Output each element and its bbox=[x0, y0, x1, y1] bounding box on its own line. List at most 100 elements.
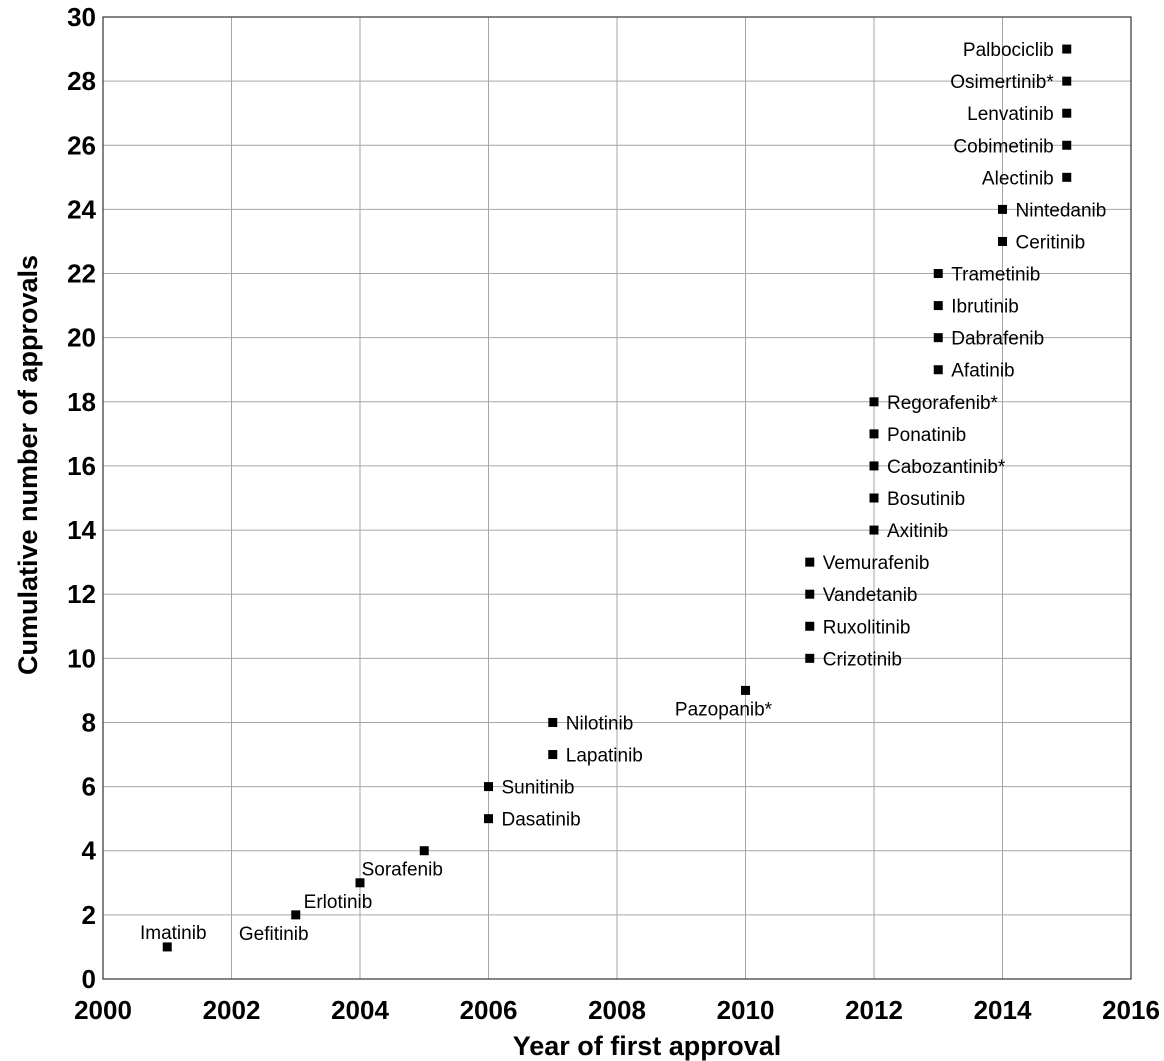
x-axis-ticks: 2000 2002 2004 2006 2008 2010 2012 2014 2016 bbox=[74, 995, 1160, 1025]
point-marker bbox=[933, 333, 943, 343]
point-label: Alectinib bbox=[982, 168, 1054, 189]
x-tick-label: 2012 bbox=[845, 995, 903, 1025]
data-point: Gefitinib bbox=[239, 910, 309, 945]
point-marker bbox=[869, 493, 879, 503]
y-tick-label: 6 bbox=[82, 772, 96, 802]
data-point: Ibrutinib bbox=[933, 297, 1019, 318]
point-marker bbox=[869, 461, 879, 471]
point-label: Trametinib bbox=[951, 265, 1040, 286]
point-marker bbox=[933, 301, 943, 311]
point-label: Nintedanib bbox=[1016, 200, 1107, 221]
point-marker bbox=[741, 685, 750, 695]
point-label: Ceritinib bbox=[1016, 232, 1086, 253]
point-label: Vemurafenib bbox=[823, 553, 930, 574]
point-marker bbox=[1062, 140, 1072, 150]
point-label: Dabrafenib bbox=[951, 329, 1044, 350]
point-marker bbox=[869, 429, 879, 439]
point-marker bbox=[869, 525, 879, 535]
point-marker bbox=[291, 910, 301, 920]
y-tick-label: 18 bbox=[67, 387, 96, 417]
point-marker bbox=[484, 814, 493, 824]
point-label: Cobimetinib bbox=[953, 136, 1053, 157]
point-marker bbox=[805, 653, 815, 663]
point-label: Palbociclib bbox=[963, 40, 1054, 61]
x-tick-label: 2014 bbox=[974, 995, 1032, 1025]
point-label: Nilotinib bbox=[566, 713, 634, 734]
x-tick-label: 2006 bbox=[460, 995, 518, 1025]
point-label: Cabozantinib* bbox=[887, 457, 1006, 478]
data-point: Lapatinib bbox=[548, 746, 643, 767]
data-point: Afatinib bbox=[933, 361, 1015, 382]
x-tick-label: 2016 bbox=[1102, 995, 1160, 1025]
point-marker bbox=[933, 269, 943, 279]
data-point: Ruxolitinib bbox=[805, 617, 910, 638]
data-point: Crizotinib bbox=[805, 649, 902, 670]
point-marker bbox=[419, 846, 429, 856]
point-label: Gefitinib bbox=[239, 924, 309, 945]
data-point: Sunitinib bbox=[484, 778, 574, 799]
y-tick-label: 8 bbox=[82, 707, 96, 737]
point-marker bbox=[869, 397, 879, 407]
grid-lines bbox=[102, 16, 1132, 980]
point-label: Dasatinib bbox=[502, 810, 581, 831]
y-tick-label: 28 bbox=[67, 66, 96, 96]
y-tick-label: 4 bbox=[82, 836, 97, 866]
y-tick-label: 24 bbox=[67, 194, 96, 224]
data-points: Imatinib Gefitinib Erlotinib Sorafenib Dasat… bbox=[140, 40, 1107, 952]
y-tick-label: 16 bbox=[67, 451, 96, 481]
data-point: Trametinib bbox=[933, 265, 1040, 286]
point-marker bbox=[355, 878, 365, 888]
point-label: Lenvatinib bbox=[967, 104, 1054, 125]
point-label: Crizotinib bbox=[823, 649, 902, 670]
data-point: Bosutinib bbox=[869, 489, 965, 510]
point-marker bbox=[1062, 44, 1072, 54]
point-marker bbox=[162, 942, 172, 952]
point-marker bbox=[933, 365, 943, 375]
point-marker bbox=[805, 621, 815, 631]
data-point: Dasatinib bbox=[484, 810, 581, 831]
point-label: Regorafenib* bbox=[887, 393, 999, 414]
point-marker bbox=[998, 204, 1007, 214]
data-point: Nilotinib bbox=[548, 713, 633, 734]
point-label: Bosutinib bbox=[887, 489, 965, 510]
point-label: Ruxolitinib bbox=[823, 617, 911, 638]
data-point: Osimertinib* bbox=[950, 72, 1072, 93]
x-axis-title: Year of first approval bbox=[513, 1031, 782, 1061]
y-tick-label: 14 bbox=[67, 515, 96, 545]
data-point: Dabrafenib bbox=[933, 329, 1044, 350]
point-label: Sorafenib bbox=[362, 860, 443, 881]
data-point: Imatinib bbox=[140, 923, 207, 952]
x-tick-label: 2008 bbox=[588, 995, 646, 1025]
point-label: Erlotinib bbox=[304, 892, 373, 913]
point-label: Vandetanib bbox=[823, 585, 918, 606]
data-point: Vandetanib bbox=[805, 585, 917, 606]
plot-area-frame bbox=[102, 16, 1132, 980]
data-point: Palbociclib bbox=[963, 40, 1072, 61]
point-label: Lapatinib bbox=[566, 746, 643, 767]
data-point: Alectinib bbox=[982, 168, 1072, 189]
point-label: Afatinib bbox=[951, 361, 1014, 382]
point-marker bbox=[548, 750, 558, 760]
data-point: Pazopanib* bbox=[675, 685, 773, 720]
point-label: Ponatinib bbox=[887, 425, 966, 446]
data-point: Regorafenib* bbox=[869, 393, 999, 414]
y-tick-label: 0 bbox=[82, 964, 96, 994]
data-point: Sorafenib bbox=[362, 846, 443, 881]
point-marker bbox=[484, 782, 493, 792]
y-tick-label: 12 bbox=[67, 579, 96, 609]
point-label: Osimertinib* bbox=[950, 72, 1054, 93]
point-marker bbox=[805, 557, 815, 567]
y-tick-label: 30 bbox=[67, 2, 96, 32]
point-marker bbox=[805, 589, 815, 599]
data-point: Erlotinib bbox=[304, 878, 373, 913]
data-point: Cabozantinib* bbox=[869, 457, 1006, 478]
y-tick-label: 20 bbox=[67, 323, 96, 353]
x-tick-label: 2000 bbox=[74, 995, 132, 1025]
y-tick-label: 10 bbox=[67, 643, 96, 673]
data-point: Ceritinib bbox=[998, 232, 1085, 253]
point-marker bbox=[998, 236, 1007, 246]
point-label: Ibrutinib bbox=[951, 297, 1019, 318]
point-label: Axitinib bbox=[887, 521, 948, 542]
x-tick-label: 2002 bbox=[203, 995, 261, 1025]
